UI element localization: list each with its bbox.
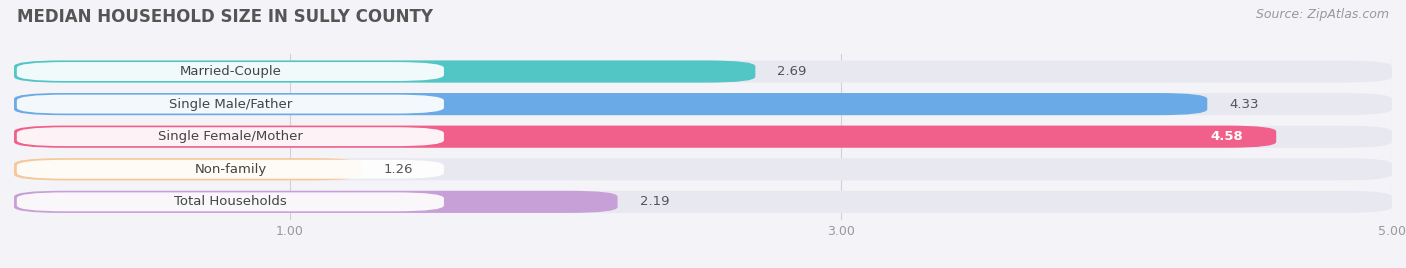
FancyBboxPatch shape	[17, 95, 444, 114]
FancyBboxPatch shape	[17, 62, 444, 81]
Text: Married-Couple: Married-Couple	[180, 65, 281, 78]
FancyBboxPatch shape	[14, 126, 1277, 148]
Text: MEDIAN HOUSEHOLD SIZE IN SULLY COUNTY: MEDIAN HOUSEHOLD SIZE IN SULLY COUNTY	[17, 8, 433, 26]
Text: 4.33: 4.33	[1229, 98, 1258, 111]
FancyBboxPatch shape	[14, 93, 1392, 115]
FancyBboxPatch shape	[14, 158, 361, 180]
FancyBboxPatch shape	[17, 192, 444, 211]
FancyBboxPatch shape	[17, 127, 444, 146]
FancyBboxPatch shape	[14, 158, 1392, 180]
Text: 2.69: 2.69	[778, 65, 807, 78]
FancyBboxPatch shape	[14, 126, 1392, 148]
Text: Source: ZipAtlas.com: Source: ZipAtlas.com	[1256, 8, 1389, 21]
FancyBboxPatch shape	[14, 61, 1392, 83]
Text: Single Male/Father: Single Male/Father	[169, 98, 292, 111]
Text: 4.58: 4.58	[1211, 130, 1243, 143]
FancyBboxPatch shape	[17, 160, 444, 179]
Text: Non-family: Non-family	[194, 163, 267, 176]
FancyBboxPatch shape	[14, 191, 1392, 213]
Text: Single Female/Mother: Single Female/Mother	[157, 130, 302, 143]
Text: Total Households: Total Households	[174, 195, 287, 208]
FancyBboxPatch shape	[14, 93, 1208, 115]
Text: 1.26: 1.26	[384, 163, 413, 176]
Text: 2.19: 2.19	[640, 195, 669, 208]
FancyBboxPatch shape	[14, 191, 617, 213]
FancyBboxPatch shape	[14, 61, 755, 83]
